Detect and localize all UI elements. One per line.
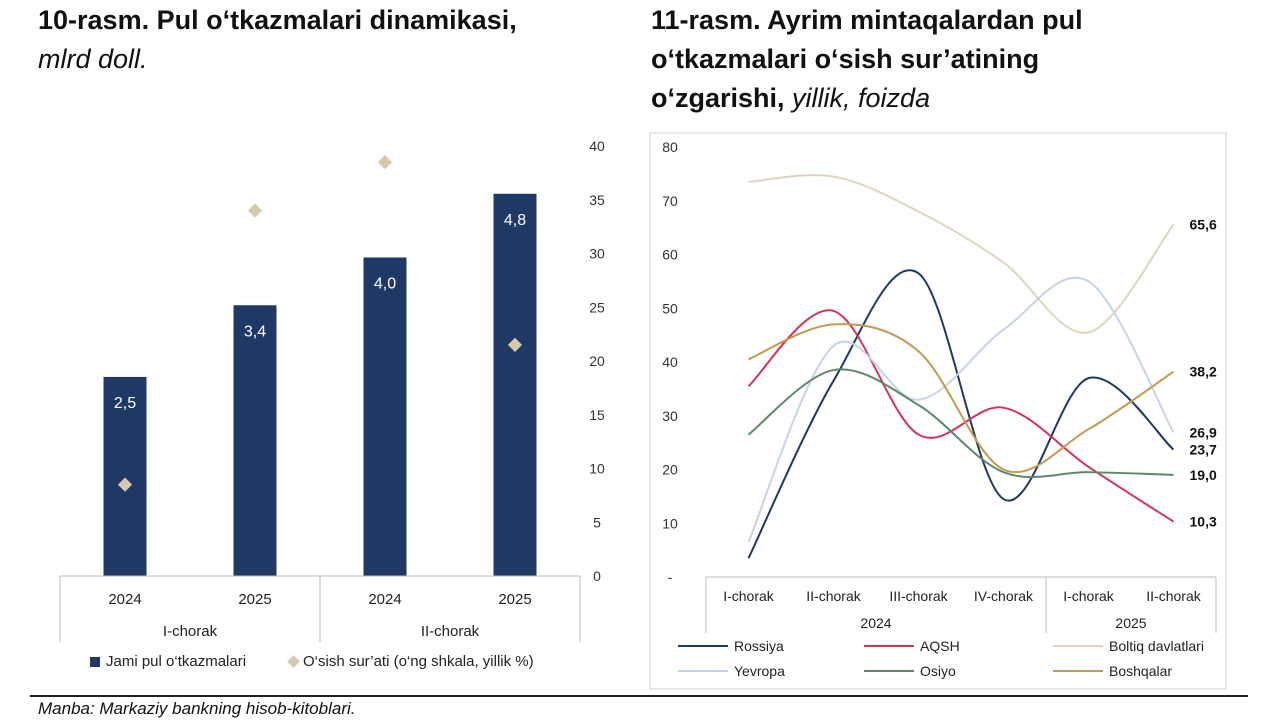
legend-label-total: Jami pul o‘tkazmalari [106,653,246,670]
legend-label-5: Boshqalar [1109,663,1172,679]
end-value-label-5: 10,3 [1190,514,1217,530]
growth-marker-0 [117,477,133,492]
right-axis-tick-5: 25 [589,299,605,315]
right-axis-tick-7: 35 [589,192,605,208]
growth-marker-2 [377,155,393,170]
x-tick-label-4: I-chorak [1063,588,1115,604]
x-group-label-1: 2025 [1115,615,1146,631]
right-axis-tick-6: 30 [589,246,605,262]
bar-1 [233,305,277,576]
chart-11-title-line2: o‘tkazmalari o‘sish sur’atining [651,44,1040,74]
y-axis-tick-2: 20 [662,462,678,478]
end-value-label-1: 38,2 [1190,364,1217,380]
right-axis-tick-0: 0 [593,568,601,584]
x-tick-label-2: 2024 [368,591,401,608]
end-value-label-0: 65,6 [1190,216,1217,232]
line-boltiq-davlatlari [748,174,1175,334]
end-value-label-4: 19,0 [1190,467,1217,483]
bar-value-label-3: 4,8 [504,212,526,229]
legend-label-1: AQSH [920,638,960,654]
y-axis-tick-7: 70 [662,193,678,209]
right-axis-tick-4: 20 [589,353,605,369]
regional-growth-line-chart: - 10 20 30 40 50 60 70 80 65,6 38,2 26,9 23,7 19,0 10… [649,132,1227,690]
line-boshqalar [748,323,1175,474]
line-aqsh [747,309,1175,523]
legend-swatch-total [90,657,100,667]
y-axis-tick-3: 30 [662,408,678,424]
x-group-label-0: 2024 [860,615,891,631]
chart-11-title-line3-italic: yillik, foizda [792,83,931,113]
x-group-label-1: II-chorak [421,623,480,640]
right-axis-tick-3: 15 [589,407,605,423]
x-tick-label-5: II-chorak [1146,588,1201,604]
chart-10-title-main: 10-rasm. Pul o‘tkazmalari dinamikasi, [38,5,517,35]
y-axis-tick-0: - [668,569,673,585]
x-tick-label-3: 2025 [498,591,531,608]
bar-value-label-0: 2,5 [114,395,136,412]
chart-11-title-line1: 11-rasm. Ayrim mintaqalardan pul [651,5,1083,35]
bar-2 [363,257,407,576]
bar-value-label-2: 4,0 [374,275,396,292]
chart-10-title-unit: mlrd doll. [38,44,148,74]
y-axis-tick-4: 40 [662,354,678,370]
end-value-label-3: 23,7 [1190,442,1217,458]
bar-0 [103,376,147,576]
y-axis-tick-1: 10 [662,515,678,531]
end-value-label-2: 26,9 [1190,424,1217,440]
source-note: Manba: Markaziy bankning hisob-kitoblari… [38,699,356,718]
right-axis-tick-2: 10 [589,461,605,477]
y-axis-tick-6: 60 [662,247,678,263]
line-osiyo [747,368,1174,479]
growth-marker-1 [247,203,263,218]
bar-value-label-1: 3,4 [244,323,266,340]
x-tick-label-0: I-chorak [723,588,775,604]
footer-divider [30,695,1248,697]
x-tick-label-3: IV-chorak [974,588,1034,604]
legend-label-4: Osiyo [920,663,956,679]
x-tick-label-1: 2025 [238,591,271,608]
legend-label-growth: O‘sish sur’ati (o‘ng shkala, yillik %) [303,653,534,670]
legend-label-0: Rossiya [734,638,784,654]
legend-label-2: Boltiq davlatlari [1109,638,1204,654]
chart-11-title-line3-bold: o‘zgarishi, [651,83,785,113]
y-axis-tick-5: 50 [662,300,678,316]
x-tick-label-0: 2024 [108,591,141,608]
growth-marker-3 [507,337,523,352]
chart-11-frame [649,132,1227,690]
chart-10-title: 10-rasm. Pul o‘tkazmalari dinamikasi, ml… [38,1,618,79]
x-tick-label-2: III-chorak [889,588,948,604]
x-tick-label-1: II-chorak [806,588,861,604]
chart-11-title: 11-rasm. Ayrim mintaqalardan pul o‘tkazm… [651,1,1251,118]
legend-swatch-growth [287,655,300,668]
line-rossiya [747,269,1175,559]
right-axis-tick-8: 40 [589,138,605,154]
bar-3 [493,193,537,576]
right-axis-tick-1: 5 [593,514,601,530]
x-group-label-0: I-chorak [163,623,218,640]
legend-label-3: Yevropa [734,663,785,679]
y-axis-tick-8: 80 [662,139,678,155]
